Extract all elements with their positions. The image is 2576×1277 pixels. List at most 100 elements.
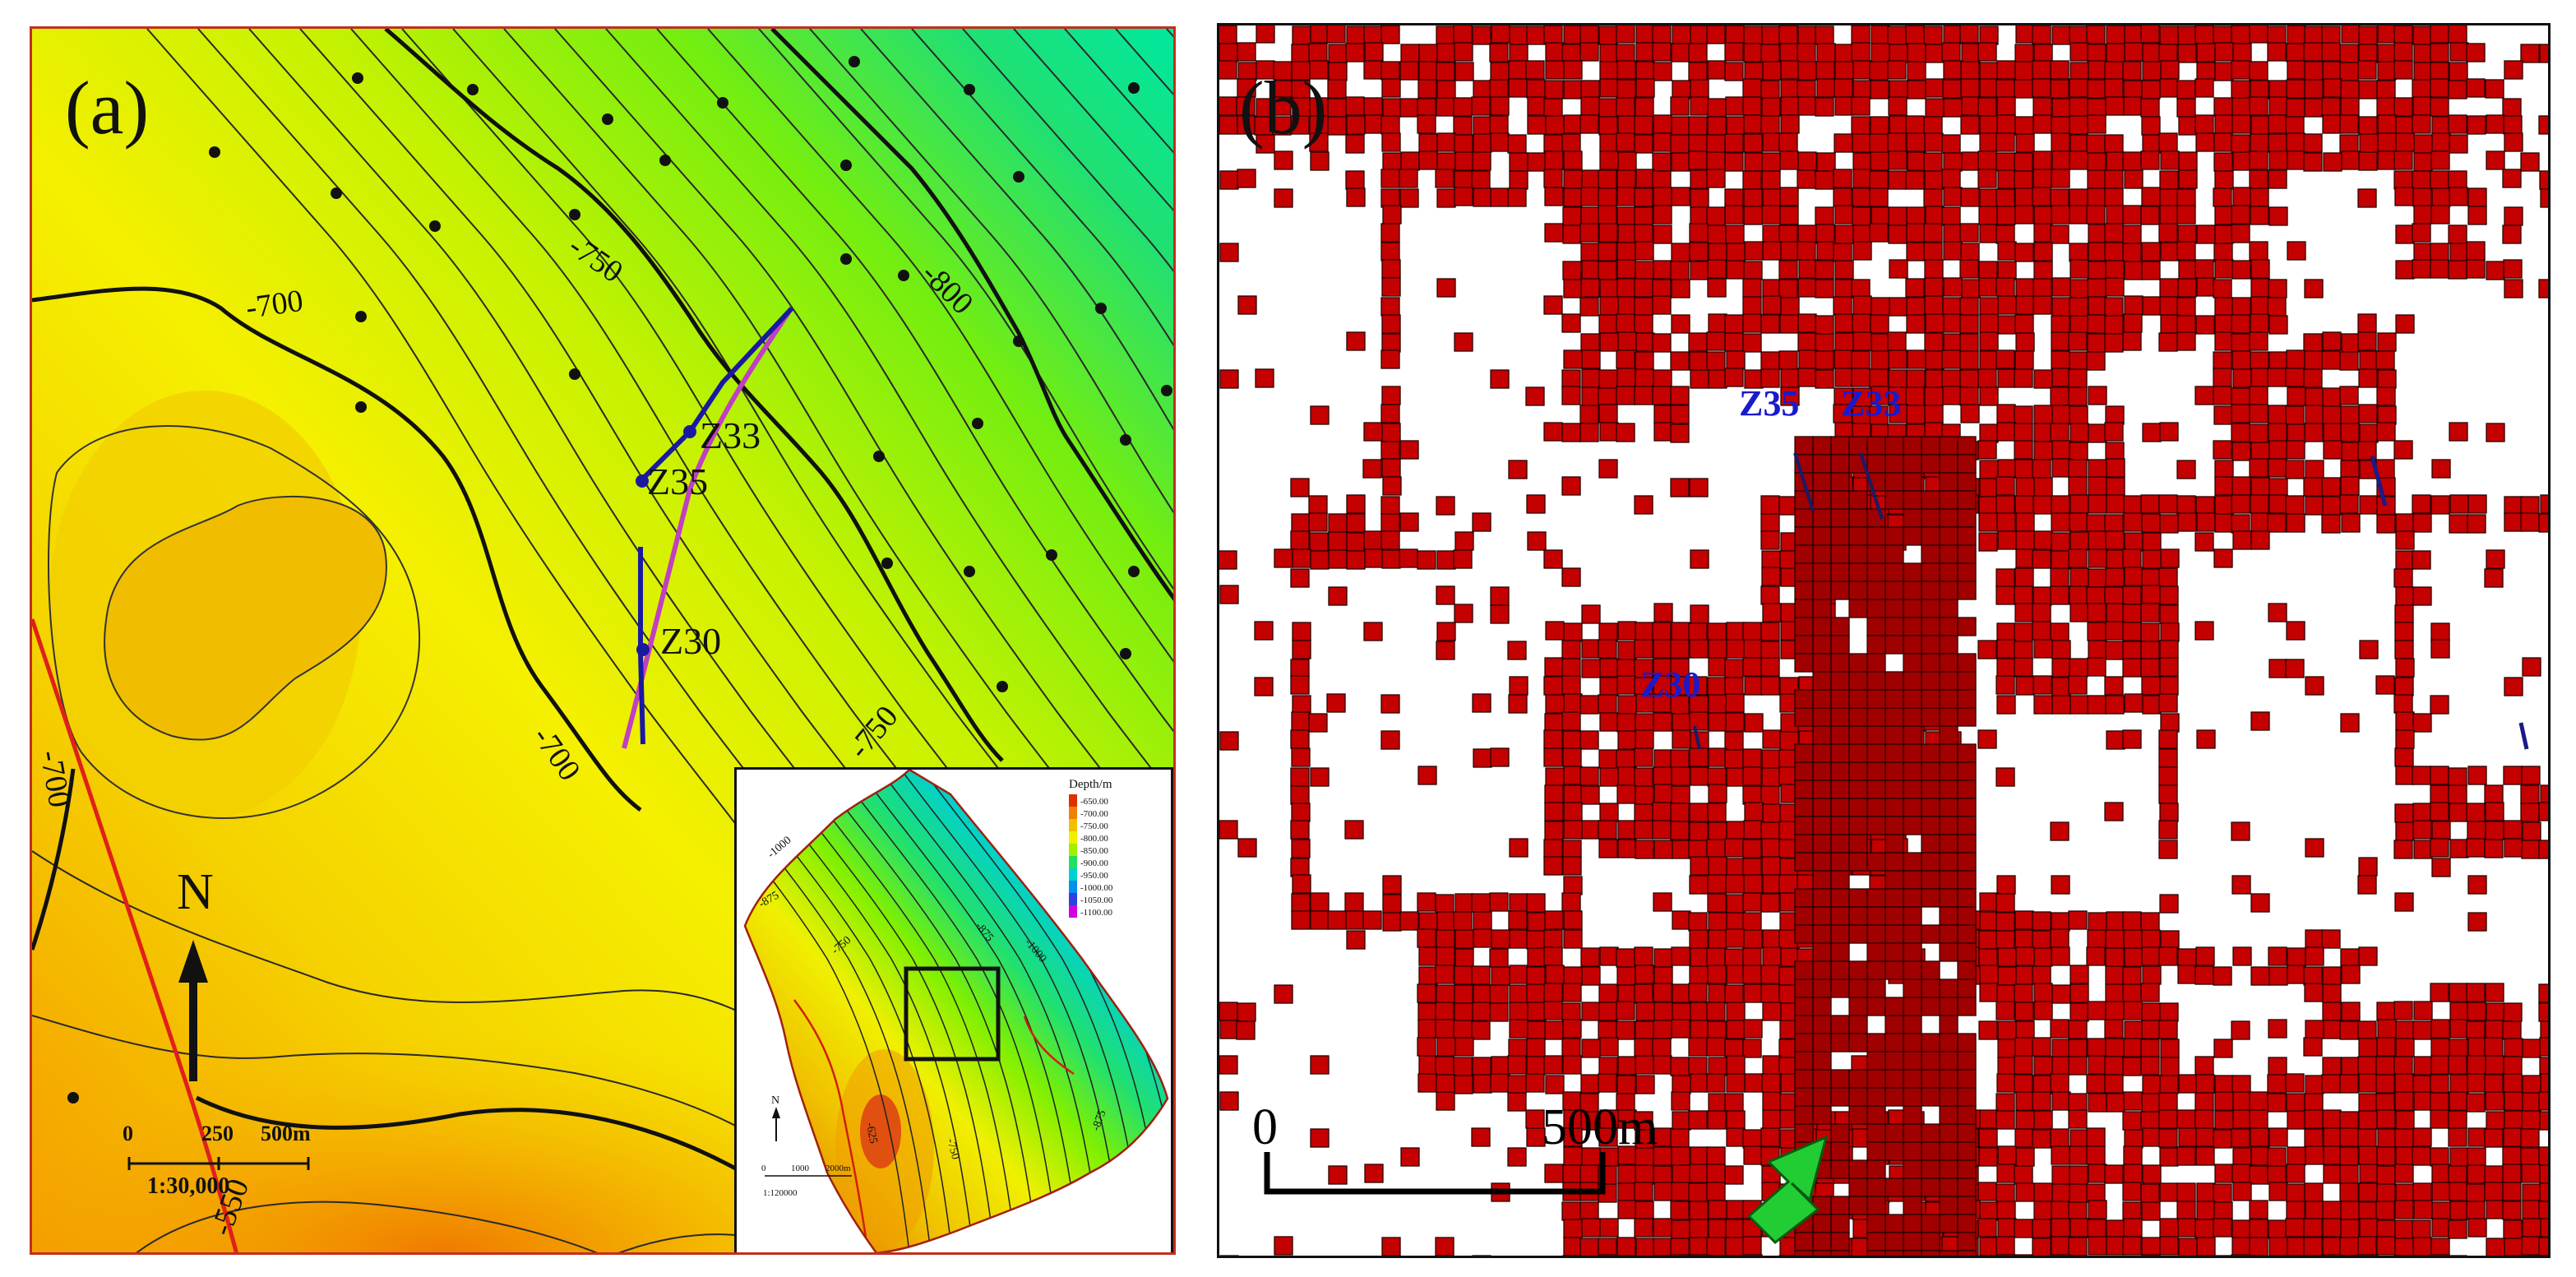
grid-cell: [2123, 495, 2143, 515]
grid-cell: [1399, 911, 1419, 931]
grid-cell: [1454, 187, 1473, 206]
grid-cell: [2033, 947, 2053, 967]
grid-cell: [2486, 261, 2505, 280]
grid-cell: [1706, 351, 1726, 371]
grid-cell: [2032, 187, 2051, 206]
grid-cell-dark: [1794, 1123, 1814, 1143]
grid-cell: [1436, 550, 1456, 570]
grid-cell-dark: [1939, 1033, 1959, 1053]
contour-label-700-a: -700: [243, 284, 305, 326]
grid-cell: [1598, 187, 1617, 207]
scale-tick-500m: 500m: [261, 1122, 311, 1145]
thin-contour-15: [911, 29, 1173, 347]
grid-cell: [1489, 115, 1509, 135]
grid-cell: [1997, 261, 2017, 280]
grid-cell: [2069, 585, 2088, 605]
grid-cell: [1871, 206, 1890, 226]
grid-cell: [2359, 133, 2379, 153]
grid-cell: [2376, 496, 2396, 516]
grid-cell: [1996, 1001, 2015, 1020]
grid-cell: [2122, 983, 2142, 1003]
grid-cell: [1996, 114, 2016, 134]
grid-cell: [1979, 132, 1999, 152]
grid-cell: [1761, 170, 1781, 190]
grid-cell: [2050, 423, 2070, 442]
grid-cell: [2249, 1165, 2268, 1185]
grid-cell: [1997, 241, 2017, 261]
grid-cell: [2140, 98, 2160, 118]
grid-cell: [1996, 1093, 2015, 1113]
grid-cell: [2431, 459, 2451, 479]
grid-cell-dark: [1830, 689, 1850, 709]
grid-cell-dark: [1830, 635, 1850, 655]
grid-cell-dark: [1921, 1232, 1940, 1252]
grid-cell-dark: [1866, 997, 1886, 1016]
grid-cell: [1635, 1238, 1655, 1256]
grid-cell: [2087, 657, 2107, 677]
grid-cell: [1399, 61, 1419, 81]
grid-cell: [1328, 513, 1348, 533]
grid-cell: [2015, 295, 2035, 315]
grid-cell: [1491, 966, 1510, 986]
grid-cell: [1726, 1200, 1746, 1219]
grid-cell: [1598, 25, 1618, 45]
grid-cell-dark: [1903, 942, 1922, 962]
grid-cell: [1652, 279, 1672, 298]
grid-cell: [1979, 62, 1999, 81]
grid-cell: [1381, 314, 1401, 334]
grid-cell: [2214, 513, 2234, 533]
grid-cell: [2412, 1127, 2432, 1147]
grid-cell: [2375, 1093, 2395, 1113]
grid-cell: [1706, 169, 1726, 188]
grid-cell: [2357, 60, 2377, 80]
grid-cell-dark: [1903, 1232, 1922, 1252]
grid-cell-dark: [1921, 1159, 1940, 1179]
grid-cell: [1634, 767, 1653, 787]
grid-cell: [1579, 42, 1599, 62]
grid-cell: [2357, 441, 2377, 460]
grid-cell: [2051, 875, 2070, 895]
thin-contour-4: [350, 29, 985, 885]
grid-cell: [2015, 477, 2035, 497]
grid-cell-dark: [1794, 852, 1814, 872]
grid-cell: [1598, 261, 1617, 280]
grid-cell: [2140, 494, 2160, 514]
inset-legend-label-3: -800.00: [1080, 834, 1108, 844]
grid-cell: [2249, 1200, 2268, 1219]
grid-cell: [1435, 1002, 1454, 1021]
grid-cell: [1743, 1019, 1763, 1039]
grid-cell: [2287, 965, 2306, 984]
grid-cell: [1653, 983, 1672, 1002]
grid-cell: [2196, 62, 2216, 81]
grid-cell: [2394, 1128, 2414, 1148]
grid-cell: [1979, 1201, 1999, 1221]
grid-cell: [2413, 44, 2433, 63]
grid-cell-dark: [1903, 617, 1922, 636]
grid-cell: [1689, 1219, 1709, 1238]
grid-cell: [2142, 423, 2162, 442]
grid-cell: [1653, 1055, 1672, 1075]
grid-cell: [1689, 711, 1709, 731]
grid-cell: [1889, 115, 1908, 135]
grid-cell-dark: [1921, 436, 1940, 456]
grid-cell: [1653, 1182, 1673, 1201]
grid-cell: [1688, 332, 1708, 352]
grid-cell: [1725, 712, 1745, 732]
grid-cell: [2504, 1110, 2523, 1130]
grid-cell: [1762, 295, 1782, 315]
grid-cell-dark: [1957, 1250, 1977, 1256]
grid-cell: [2322, 405, 2342, 425]
grid-cell: [1778, 1255, 1798, 1256]
grid-cell: [1635, 713, 1654, 733]
grid-cell-dark: [1830, 472, 1850, 492]
grid-cell: [2231, 134, 2250, 154]
grid-cell-dark: [1794, 635, 1814, 655]
grid-cell: [1689, 1237, 1709, 1256]
grid-cell: [1996, 585, 2015, 605]
grid-cell: [1852, 331, 1872, 351]
grid-cell: [2286, 79, 2305, 99]
grid-cell: [1346, 187, 1366, 207]
grid-cell: [1906, 369, 1926, 389]
grid-cell: [2178, 169, 2198, 189]
grid-cell-dark: [1866, 707, 1886, 727]
